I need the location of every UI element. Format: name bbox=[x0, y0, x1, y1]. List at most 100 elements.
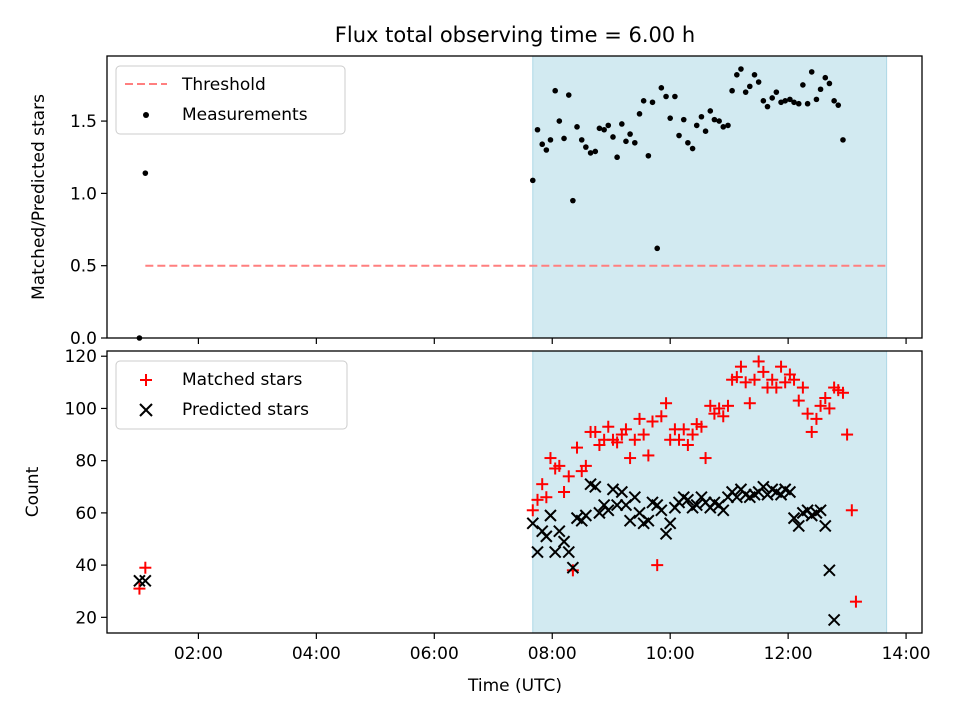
measurement-point bbox=[764, 103, 771, 110]
measurement-point bbox=[787, 96, 793, 103]
matched-stars-point bbox=[801, 407, 814, 420]
x-tick-label: 10:00 bbox=[646, 644, 695, 664]
time-x-axis: 02:00 04:00 06:00 08:00 10:00 12:00 14:00 bbox=[174, 633, 931, 664]
measurement-point bbox=[649, 99, 656, 106]
measurement-point bbox=[543, 147, 550, 153]
measurement-point bbox=[685, 139, 691, 146]
y-tick-label: 1.0 bbox=[70, 184, 97, 204]
matched-stars-point bbox=[823, 402, 836, 415]
count-legend: Matched stars Predicted stars bbox=[115, 360, 348, 430]
measurement-point bbox=[672, 93, 678, 100]
matched-stars-point bbox=[646, 415, 659, 428]
measurement-point bbox=[556, 118, 563, 124]
predicted-stars-point bbox=[792, 519, 805, 533]
matched-stars-point bbox=[814, 399, 827, 412]
predicted-stars-point bbox=[606, 483, 620, 496]
measurements-legend-swatch bbox=[143, 112, 149, 118]
matched-stars-point bbox=[655, 410, 668, 423]
matched-stars-point bbox=[743, 397, 756, 410]
measurement-point bbox=[601, 126, 607, 133]
measurement-point bbox=[627, 131, 633, 137]
measurement-point bbox=[658, 85, 665, 91]
predicted-stars-point bbox=[783, 485, 797, 499]
matched-stars-point bbox=[681, 439, 694, 451]
matched-stars-point bbox=[734, 360, 747, 373]
measurement-point bbox=[795, 100, 802, 107]
predicted-stars-point bbox=[602, 504, 615, 517]
count-y-axis: 20 40 60 80 100 120 bbox=[65, 347, 107, 628]
measurement-point bbox=[800, 82, 806, 88]
measurements-legend-label: Measurements bbox=[182, 105, 308, 125]
x-tick-label: 08:00 bbox=[528, 644, 577, 664]
threshold-legend-label: Threshold bbox=[181, 75, 266, 95]
predicted-stars-point bbox=[642, 514, 655, 527]
measurement-point bbox=[813, 96, 820, 103]
predicted-stars-point bbox=[540, 530, 553, 543]
matched-stars-point bbox=[805, 425, 818, 438]
measurement-point bbox=[808, 69, 815, 75]
y-tick-label: 60 bbox=[75, 504, 97, 524]
y-tick-label: 120 bbox=[65, 347, 97, 367]
matched-stars-point bbox=[779, 376, 792, 389]
predicted-stars-point bbox=[531, 545, 544, 559]
predicted-stars-point bbox=[526, 517, 539, 530]
predicted-stars-legend-swatch bbox=[139, 403, 153, 417]
predicted-stars-point bbox=[819, 519, 832, 533]
measurement-point bbox=[610, 134, 616, 140]
measurement-point bbox=[738, 66, 744, 72]
matched-stars-point bbox=[748, 373, 761, 386]
ratio-y-axis: 0.0 0.5 1.0 1.5 bbox=[70, 112, 107, 349]
matched-stars-point bbox=[619, 423, 632, 436]
measurement-point bbox=[782, 98, 788, 104]
predicted-stars-point bbox=[655, 504, 668, 517]
predicted-stars-legend-label: Predicted stars bbox=[182, 400, 309, 420]
measurement-point bbox=[565, 92, 572, 98]
matched-stars-point bbox=[571, 441, 584, 454]
measurement-point bbox=[751, 72, 758, 78]
matched-stars-point bbox=[628, 433, 641, 446]
matched-stars-point bbox=[699, 452, 712, 465]
measurement-point bbox=[720, 124, 727, 130]
measurement-point bbox=[654, 245, 661, 252]
matched-stars-point bbox=[624, 452, 637, 465]
matched-stars-point bbox=[704, 399, 717, 412]
ratio-axes-frame bbox=[106, 55, 923, 339]
measurement-point bbox=[689, 145, 696, 152]
matched-stars-point bbox=[810, 412, 823, 425]
predicted-stars-point bbox=[681, 493, 695, 507]
measurement-point bbox=[755, 79, 762, 85]
measurement-point bbox=[636, 111, 643, 117]
measurement-point bbox=[645, 152, 652, 159]
x-tick-label: 06:00 bbox=[410, 644, 459, 664]
count-panel: 20 40 60 80 100 120 02:00 04:00 06:00 08:00 10:00… bbox=[23, 347, 931, 664]
predicted-stars-point bbox=[659, 527, 673, 540]
matched-stars-point bbox=[841, 428, 854, 441]
measurement-point bbox=[534, 126, 541, 133]
measurement-point bbox=[623, 138, 629, 145]
matched-stars-point bbox=[562, 470, 575, 483]
count-axes-frame bbox=[106, 350, 923, 634]
measurement-point bbox=[640, 98, 647, 104]
x-tick-label: 04:00 bbox=[292, 644, 341, 664]
matched-stars-point bbox=[536, 478, 549, 491]
ratio-y-axis-label: Matched/Predicted stars bbox=[29, 94, 49, 300]
measurement-point bbox=[769, 95, 776, 101]
predicted-stars-point bbox=[133, 574, 146, 587]
y-tick-label: 1.5 bbox=[70, 112, 97, 132]
ratio-x-axis bbox=[197, 338, 907, 344]
matched-stars-legend-swatch bbox=[140, 374, 152, 386]
predicted-stars-point bbox=[562, 545, 575, 559]
ratio-panel: 0.0 0.5 1.0 1.5 Matched/Predicted stars Thr… bbox=[29, 55, 923, 349]
measurement-point bbox=[760, 98, 767, 104]
matched-stars-point bbox=[553, 459, 566, 472]
measurement-point bbox=[539, 141, 546, 148]
measurement-point bbox=[835, 102, 842, 108]
matched-stars-point bbox=[133, 582, 146, 595]
measurement-point bbox=[734, 72, 740, 78]
x-axis-label: Time (UTC) bbox=[467, 676, 562, 696]
matched-stars-point bbox=[713, 402, 726, 415]
observing-window-shade bbox=[532, 55, 888, 339]
matched-stars-point bbox=[633, 412, 646, 425]
measurement-point bbox=[570, 197, 576, 204]
